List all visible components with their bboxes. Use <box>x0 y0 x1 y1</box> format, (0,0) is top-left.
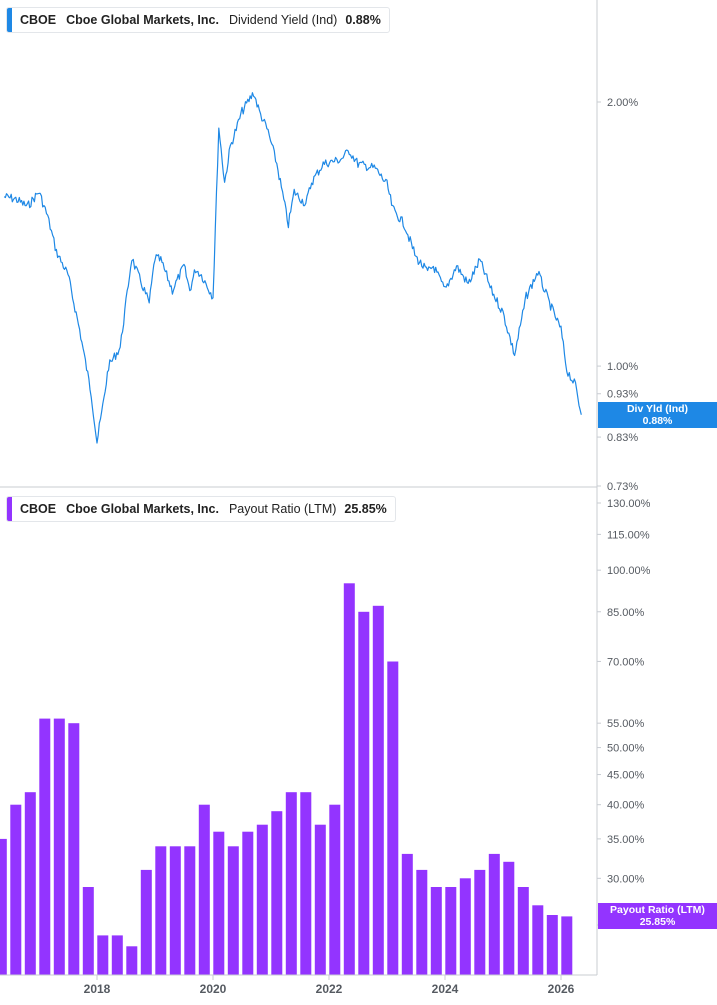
payout-tick-label: 40.00% <box>607 800 645 812</box>
x-tick-label: 2018 <box>84 982 111 996</box>
payout-legend-value: 25.85% <box>344 502 387 516</box>
payout-legend-swatch <box>7 497 12 521</box>
payout-tick-label: 35.00% <box>607 834 645 846</box>
payout-bar <box>213 831 225 975</box>
payout-tick-label: 45.00% <box>607 770 645 782</box>
payout-bar <box>0 838 7 975</box>
payout-bar <box>169 846 181 975</box>
payout-bar <box>97 935 109 975</box>
payout-bar <box>401 853 413 975</box>
payout-bar <box>227 846 239 975</box>
payout-bar <box>474 869 486 975</box>
yield-tick-label: 0.93% <box>607 389 638 401</box>
payout-bar <box>285 792 297 975</box>
payout-legend-metric: Payout Ratio (LTM) <box>228 502 337 516</box>
payout-tick-label: 55.00% <box>607 718 645 730</box>
payout-tick-label: 100.00% <box>607 565 651 577</box>
payout-bar <box>416 869 428 975</box>
yield-legend-company: Cboe Global Markets, Inc. <box>66 13 219 27</box>
payout-tick-label: 130.00% <box>607 498 651 510</box>
payout-tick-label: 30.00% <box>607 873 645 885</box>
payout-legend-ticker: CBOE <box>20 502 57 516</box>
payout-bar <box>517 887 529 975</box>
payout-tag-label: Payout Ratio (LTM) <box>610 904 705 916</box>
payout-bar <box>300 792 312 975</box>
yield-legend-metric: Dividend Yield (Ind) <box>228 13 338 27</box>
payout-legend-company: Cboe Global Markets, Inc. <box>66 502 219 516</box>
payout-bar <box>140 869 152 975</box>
payout-bar <box>271 811 283 975</box>
payout-price-tag: Payout Ratio (LTM) 25.85% <box>598 903 717 929</box>
payout-bar <box>126 946 138 975</box>
payout-bar <box>184 846 196 975</box>
payout-bar <box>445 887 457 975</box>
payout-bar <box>546 915 558 975</box>
payout-bar <box>343 583 355 975</box>
payout-bar <box>314 824 326 975</box>
payout-tick-label: 70.00% <box>607 656 645 668</box>
payout-tick-label: 50.00% <box>607 743 645 755</box>
x-tick-label: 2024 <box>432 982 459 996</box>
payout-bar <box>198 804 210 975</box>
payout-bar <box>430 887 442 975</box>
payout-bar <box>24 792 36 975</box>
yield-price-tag: Div Yld (Ind) 0.88% <box>598 402 717 428</box>
payout-tick-label: 85.00% <box>607 607 645 619</box>
payout-bar <box>358 611 370 975</box>
payout-tick-label: 115.00% <box>607 529 650 541</box>
payout-legend[interactable]: CBOE Cboe Global Markets, Inc. Payout Ra… <box>6 496 396 522</box>
payout-bar <box>532 905 544 975</box>
payout-bar <box>10 804 22 975</box>
payout-bar <box>561 916 573 975</box>
yield-tick-label: 2.00% <box>607 97 638 109</box>
payout-bar <box>39 718 51 975</box>
payout-bar <box>155 846 167 975</box>
yield-legend-ticker: CBOE <box>20 13 57 27</box>
payout-bar <box>68 723 80 975</box>
yield-tick-label: 1.00% <box>607 361 638 373</box>
yield-series-line <box>3 92 582 444</box>
payout-bar <box>503 861 515 975</box>
x-tick-label: 2020 <box>200 982 227 996</box>
payout-bar <box>372 605 384 975</box>
yield-legend-swatch <box>7 8 12 32</box>
yield-legend-value: 0.88% <box>345 13 381 27</box>
yield-legend[interactable]: CBOE Cboe Global Markets, Inc. Dividend … <box>6 7 390 33</box>
payout-bar <box>387 661 399 975</box>
payout-bar <box>242 831 254 975</box>
yield-tag-value: 0.88% <box>642 415 673 427</box>
payout-bar <box>82 887 94 975</box>
payout-bar <box>111 935 123 975</box>
x-tick-label: 2022 <box>316 982 343 996</box>
yield-tick-label: 0.83% <box>607 432 638 444</box>
payout-tag-value: 25.85% <box>639 916 676 928</box>
payout-bar <box>329 804 341 975</box>
payout-bar <box>488 853 500 975</box>
payout-bar <box>256 824 268 975</box>
x-tick-label: 2026 <box>548 982 575 996</box>
yield-tag-label: Div Yld (Ind) <box>626 403 689 415</box>
yield-tick-label: 0.73% <box>607 481 638 493</box>
payout-bar <box>459 878 471 975</box>
payout-bar <box>53 718 65 975</box>
